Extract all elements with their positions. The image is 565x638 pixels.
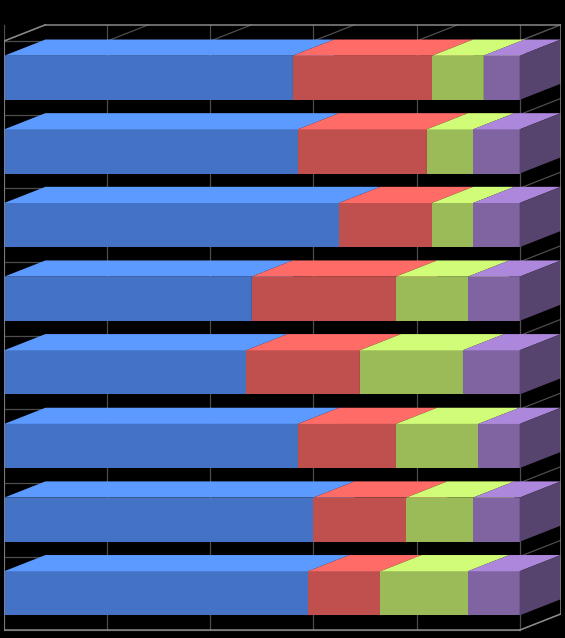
FancyBboxPatch shape: [4, 498, 314, 542]
Polygon shape: [308, 555, 350, 616]
Polygon shape: [427, 113, 515, 130]
FancyBboxPatch shape: [396, 424, 479, 468]
FancyBboxPatch shape: [479, 424, 520, 468]
Polygon shape: [4, 187, 380, 203]
Polygon shape: [463, 334, 504, 394]
Polygon shape: [396, 260, 437, 321]
Polygon shape: [293, 40, 334, 100]
Polygon shape: [396, 260, 509, 277]
Polygon shape: [4, 482, 355, 498]
FancyBboxPatch shape: [4, 56, 293, 100]
Polygon shape: [484, 40, 561, 56]
Polygon shape: [293, 40, 473, 56]
Polygon shape: [473, 113, 515, 174]
Polygon shape: [520, 555, 561, 616]
Polygon shape: [520, 334, 561, 394]
Polygon shape: [4, 260, 293, 277]
Polygon shape: [520, 113, 561, 174]
FancyBboxPatch shape: [293, 56, 432, 100]
FancyBboxPatch shape: [473, 130, 520, 174]
FancyBboxPatch shape: [432, 56, 484, 100]
Polygon shape: [4, 555, 350, 571]
Polygon shape: [427, 113, 468, 174]
Polygon shape: [360, 334, 401, 394]
FancyBboxPatch shape: [432, 203, 473, 247]
Polygon shape: [246, 334, 401, 350]
FancyBboxPatch shape: [4, 424, 298, 468]
Polygon shape: [520, 408, 561, 468]
Polygon shape: [473, 187, 561, 203]
Polygon shape: [4, 408, 339, 424]
Polygon shape: [298, 408, 437, 424]
FancyBboxPatch shape: [4, 350, 246, 394]
FancyBboxPatch shape: [4, 203, 339, 247]
Polygon shape: [4, 113, 339, 130]
Polygon shape: [473, 113, 561, 130]
Polygon shape: [484, 40, 525, 100]
FancyBboxPatch shape: [298, 130, 427, 174]
Polygon shape: [432, 40, 473, 100]
FancyBboxPatch shape: [484, 56, 520, 100]
Polygon shape: [479, 408, 561, 424]
FancyBboxPatch shape: [468, 277, 520, 321]
Polygon shape: [520, 40, 561, 100]
Polygon shape: [314, 482, 355, 542]
Polygon shape: [406, 482, 515, 498]
Polygon shape: [473, 482, 515, 542]
Polygon shape: [432, 187, 473, 247]
Polygon shape: [432, 187, 515, 203]
Polygon shape: [396, 408, 437, 468]
Polygon shape: [298, 408, 339, 468]
Polygon shape: [360, 334, 504, 350]
FancyBboxPatch shape: [308, 571, 380, 616]
FancyBboxPatch shape: [298, 424, 396, 468]
Polygon shape: [314, 482, 447, 498]
Polygon shape: [251, 260, 293, 321]
Polygon shape: [473, 482, 561, 498]
FancyBboxPatch shape: [473, 498, 520, 542]
Polygon shape: [406, 482, 447, 542]
Polygon shape: [308, 555, 421, 571]
Polygon shape: [473, 187, 515, 247]
FancyBboxPatch shape: [360, 350, 463, 394]
FancyBboxPatch shape: [246, 350, 360, 394]
FancyBboxPatch shape: [4, 130, 298, 174]
FancyBboxPatch shape: [4, 571, 308, 616]
Polygon shape: [520, 187, 561, 247]
Polygon shape: [463, 334, 561, 350]
Polygon shape: [468, 260, 561, 277]
FancyBboxPatch shape: [406, 498, 473, 542]
Polygon shape: [339, 187, 380, 247]
Polygon shape: [298, 113, 468, 130]
FancyBboxPatch shape: [4, 277, 251, 321]
FancyBboxPatch shape: [463, 350, 520, 394]
FancyBboxPatch shape: [314, 498, 406, 542]
Polygon shape: [520, 482, 561, 542]
Polygon shape: [468, 260, 509, 321]
FancyBboxPatch shape: [339, 203, 432, 247]
Polygon shape: [251, 260, 437, 277]
Polygon shape: [479, 408, 520, 468]
Polygon shape: [4, 40, 334, 56]
Polygon shape: [520, 260, 561, 321]
Polygon shape: [380, 555, 509, 571]
Polygon shape: [298, 113, 339, 174]
Polygon shape: [468, 555, 509, 616]
FancyBboxPatch shape: [427, 130, 473, 174]
Polygon shape: [339, 187, 473, 203]
Polygon shape: [246, 334, 288, 394]
FancyBboxPatch shape: [468, 571, 520, 616]
Polygon shape: [468, 555, 561, 571]
FancyBboxPatch shape: [473, 203, 520, 247]
Polygon shape: [396, 408, 520, 424]
Polygon shape: [4, 334, 288, 350]
FancyBboxPatch shape: [380, 571, 468, 616]
FancyBboxPatch shape: [396, 277, 468, 321]
FancyBboxPatch shape: [251, 277, 396, 321]
Polygon shape: [432, 40, 525, 56]
Polygon shape: [380, 555, 421, 616]
